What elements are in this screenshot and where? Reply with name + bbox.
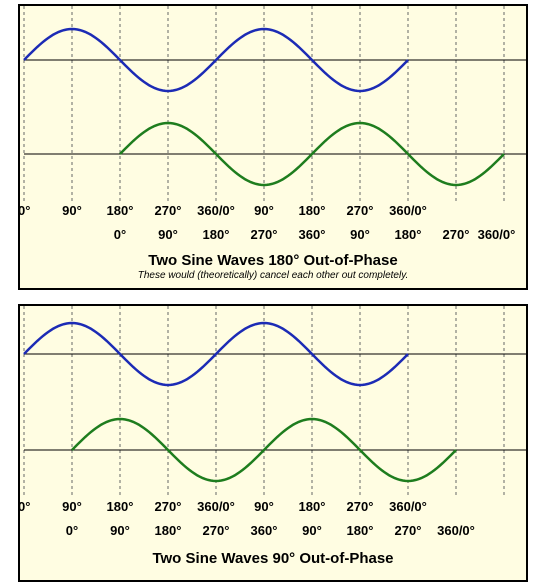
degree-label-wave-b: 90° <box>350 227 370 242</box>
degree-label-wave-b: 180° <box>154 523 182 538</box>
degree-label-wave-b: 0° <box>113 227 127 242</box>
panel-title-180: Two Sine Waves 180° Out-of-Phase <box>148 252 398 269</box>
sine-wave-a <box>23 321 409 387</box>
wave-plot-90 <box>23 306 526 498</box>
degree-label-wave-a: 180° <box>106 499 134 514</box>
degree-label-wave-b: 360/0° <box>437 523 475 538</box>
degree-label-wave-b: 0° <box>65 523 79 538</box>
degree-label-wave-a: 90° <box>254 499 274 514</box>
degree-label-wave-b: 360° <box>250 523 278 538</box>
degree-label-wave-b: 360° <box>298 227 326 242</box>
degree-label-wave-b: 270° <box>442 227 470 242</box>
degree-label-wave-a: 270° <box>346 499 374 514</box>
degree-label-wave-b: 270° <box>394 523 422 538</box>
degree-label-wave-a: 0° <box>18 203 31 218</box>
panel-180-out-of-phase: 0° 90° 180° 270° 360/0° 90° 180° 270° 360/0° 0° 90… <box>18 4 528 290</box>
sine-wave-a <box>23 27 409 93</box>
wave-plot-180 <box>23 6 526 202</box>
degree-label-wave-b: 90° <box>110 523 130 538</box>
panel-90-out-of-phase: 0° 90° 180° 270° 360/0° 90° 180° 270° 360/0° 0° 90… <box>18 304 528 582</box>
panel-title-90: Two Sine Waves 90° Out-of-Phase <box>152 550 394 567</box>
degree-label-wave-a: 270° <box>346 203 374 218</box>
degree-label-wave-a: 180° <box>106 203 134 218</box>
degree-label-wave-b: 90° <box>302 523 322 538</box>
sine-wave-b <box>71 417 457 483</box>
degree-label-wave-a: 270° <box>154 203 182 218</box>
degree-label-wave-a: 180° <box>298 499 326 514</box>
degree-label-wave-b: 270° <box>250 227 278 242</box>
degree-label-wave-a: 360/0° <box>197 203 235 218</box>
degree-label-wave-b: 270° <box>202 523 230 538</box>
degree-label-wave-a: 90° <box>254 203 274 218</box>
degree-label-wave-a: 360/0° <box>389 203 427 218</box>
degree-label-wave-a: 0° <box>18 499 31 514</box>
panel-subtitle-180: These would (theoretically) cancel each … <box>137 270 409 281</box>
degree-label-wave-b: 180° <box>202 227 230 242</box>
degree-label-wave-b: 360/0° <box>477 227 516 242</box>
degree-label-wave-a: 360/0° <box>197 499 235 514</box>
degree-label-wave-a: 180° <box>298 203 326 218</box>
degree-label-wave-a: 90° <box>62 499 82 514</box>
degree-label-wave-b: 90° <box>158 227 178 242</box>
degree-label-wave-b: 180° <box>394 227 422 242</box>
degree-label-wave-a: 90° <box>62 203 82 218</box>
degree-label-wave-a: 360/0° <box>389 499 427 514</box>
degree-label-wave-b: 180° <box>346 523 374 538</box>
sine-wave-b <box>119 121 505 187</box>
degree-label-wave-a: 270° <box>154 499 182 514</box>
